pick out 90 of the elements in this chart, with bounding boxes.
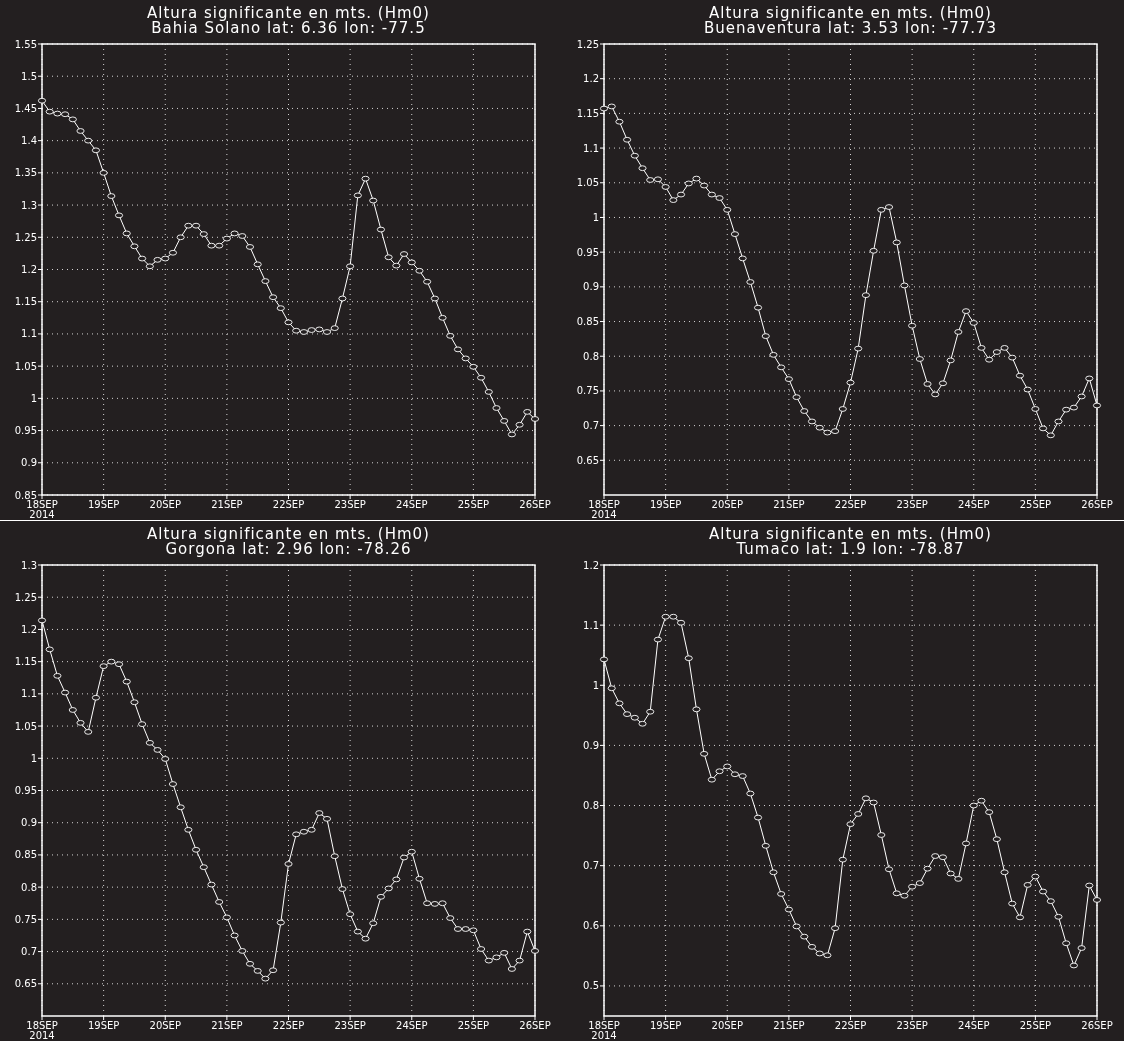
- y-tick-label: 1.15: [576, 107, 599, 119]
- chart-title: Altura significante en mts. (Hm0): [709, 525, 992, 543]
- y-tick-label: 1.2: [21, 264, 37, 275]
- x-tick-label: 21SEP: [211, 1020, 243, 1031]
- x-tick-label: 23SEP: [334, 1020, 366, 1031]
- y-tick-label: 1.2: [21, 623, 37, 635]
- y-tick-label: 0.95: [576, 246, 599, 258]
- x-tick-label: 25SEP: [1019, 1020, 1052, 1031]
- x-tick-label: 25SEP: [457, 499, 490, 510]
- x-tick-label: 18SEP 2014: [588, 499, 620, 520]
- y-tick-label: 0.85: [576, 316, 599, 328]
- x-tick-label: 25SEP: [457, 1020, 490, 1031]
- x-tick-label: 19SEP: [87, 499, 120, 510]
- y-tick-label: 0.65: [576, 454, 599, 466]
- y-tick-label: 1.05: [14, 360, 37, 372]
- y-tick-label: 1.25: [14, 231, 37, 243]
- y-tick-label: 1.3: [21, 559, 37, 571]
- x-tick-label: 24SEP: [958, 499, 990, 510]
- y-tick-label: 0.7: [583, 860, 599, 872]
- y-tick-label: 1: [592, 211, 599, 223]
- x-tick-label: 19SEP: [649, 1020, 682, 1031]
- x-tick-label: 23SEP: [896, 1020, 928, 1031]
- y-tick-label: 0.8: [583, 800, 599, 812]
- y-tick-label: 0.75: [576, 385, 599, 397]
- y-tick-label: 1.3: [21, 199, 37, 211]
- y-tick-label: 1.15: [14, 296, 37, 308]
- y-tick-label: 0.65: [14, 978, 37, 990]
- x-tick-label: 20SEP: [711, 499, 743, 510]
- x-tick-label: 22SEP: [272, 1020, 305, 1031]
- y-tick-label: 1.2: [583, 73, 599, 85]
- chart-title: Altura significante en mts. (Hm0): [147, 4, 430, 22]
- y-tick-label: 1: [592, 679, 599, 691]
- y-tick-label: 0.9: [21, 457, 37, 469]
- y-tick-label: 0.7: [583, 420, 599, 432]
- y-tick-label: 1.5: [21, 70, 37, 82]
- y-tick-label: 0.5: [583, 980, 599, 992]
- x-tick-label: 24SEP: [396, 499, 428, 510]
- y-tick-label: 0.95: [14, 425, 37, 437]
- y-tick-label: 1.1: [21, 328, 37, 340]
- x-tick-label: 21SEP: [773, 1020, 805, 1031]
- y-tick-label: 1.1: [21, 688, 37, 700]
- x-tick-label: 19SEP: [649, 499, 682, 510]
- x-tick-label: 18SEP 2014: [26, 499, 58, 520]
- y-tick-label: 0.9: [583, 739, 599, 751]
- x-tick-label: 23SEP: [334, 499, 366, 510]
- x-tick-label: 24SEP: [396, 1020, 428, 1031]
- y-tick-label: 0.8: [583, 350, 599, 362]
- y-tick-label: 1.05: [14, 720, 37, 732]
- y-tick-label: 1.15: [14, 656, 37, 668]
- x-tick-label: 20SEP: [711, 1020, 743, 1031]
- chart-title: Altura significante en mts. (Hm0): [709, 4, 992, 22]
- x-tick-label: 22SEP: [834, 499, 867, 510]
- x-tick-label: 20SEP: [149, 1020, 181, 1031]
- y-tick-label: 1.25: [576, 38, 599, 50]
- x-tick-label: 22SEP: [834, 1020, 867, 1031]
- y-tick-label: 1.1: [583, 142, 599, 154]
- x-tick-label: 26SEP: [1081, 499, 1113, 510]
- x-tick-label: 23SEP: [896, 499, 928, 510]
- y-tick-label: 1.25: [14, 591, 37, 603]
- y-tick-label: 1.05: [576, 177, 599, 189]
- y-tick-label: 1.55: [14, 38, 37, 50]
- y-tick-label: 0.8: [21, 881, 37, 893]
- y-tick-label: 1: [30, 392, 37, 404]
- y-tick-label: 0.7: [21, 946, 37, 958]
- x-tick-label: 21SEP: [773, 499, 805, 510]
- y-tick-label: 0.75: [14, 913, 37, 925]
- x-tick-label: 20SEP: [149, 499, 181, 510]
- x-tick-label: 18SEP 2014: [26, 1020, 58, 1041]
- y-tick-label: 0.85: [14, 849, 37, 861]
- y-tick-label: 1: [30, 752, 37, 764]
- x-tick-label: 18SEP 2014: [588, 1020, 620, 1041]
- y-tick-label: 0.85: [14, 489, 37, 501]
- x-tick-label: 25SEP: [1019, 499, 1052, 510]
- y-tick-label: 1.35: [14, 167, 37, 179]
- x-tick-label: 26SEP: [519, 499, 551, 510]
- y-tick-label: 1.1: [583, 619, 599, 631]
- y-tick-label: 0.9: [583, 281, 599, 293]
- y-tick-label: 0.6: [583, 920, 599, 932]
- x-tick-label: 19SEP: [87, 1020, 120, 1031]
- x-tick-label: 26SEP: [1081, 1020, 1113, 1031]
- x-tick-label: 24SEP: [958, 1020, 990, 1031]
- x-tick-label: 21SEP: [211, 499, 243, 510]
- x-tick-label: 22SEP: [272, 499, 305, 510]
- y-tick-label: 0.95: [14, 785, 37, 796]
- y-tick-label: 0.9: [21, 817, 37, 829]
- chart-title: Altura significante en mts. (Hm0): [147, 525, 430, 543]
- y-tick-label: 1.4: [21, 135, 37, 147]
- y-tick-label: 1.45: [14, 102, 37, 114]
- x-tick-label: 26SEP: [519, 1020, 551, 1031]
- y-tick-label: 1.2: [583, 559, 599, 571]
